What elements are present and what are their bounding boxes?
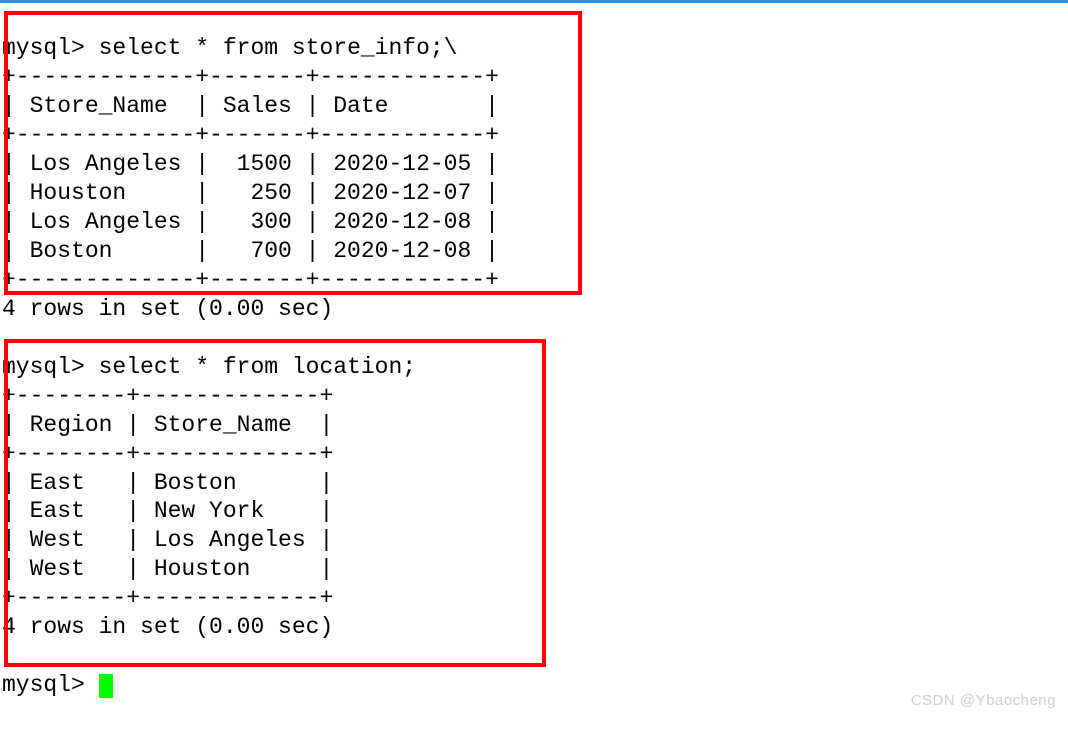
- result1-footer: 4 rows in set (0.00 sec): [2, 296, 333, 322]
- table2-divider-top: +--------+-------------+: [2, 383, 333, 409]
- table2-row: | East | Boston |: [2, 470, 333, 496]
- table1-divider-mid: +-------------+-------+------------+: [2, 122, 499, 148]
- query1-line: mysql> select * from store_info;\: [2, 35, 457, 61]
- table2-header: | Region | Store_Name |: [2, 412, 333, 438]
- terminal-output: mysql> select * from store_info;\ +-----…: [0, 3, 1068, 700]
- query1-text: select * from store_info;\: [99, 35, 458, 61]
- mysql-prompt: mysql>: [2, 35, 99, 61]
- table1-divider-bottom: +-------------+-------+------------+: [2, 267, 499, 293]
- table1-row: | Los Angeles | 300 | 2020-12-08 |: [2, 209, 499, 235]
- query2-text: select * from location;: [99, 354, 416, 380]
- table1-divider-top: +-------------+-------+------------+: [2, 64, 499, 90]
- watermark-text: CSDN @Ybaocheng: [911, 692, 1056, 711]
- table2-row: | West | Houston |: [2, 556, 333, 582]
- table1-header: | Store_Name | Sales | Date |: [2, 93, 499, 119]
- cursor-block: [99, 674, 113, 698]
- final-prompt-line[interactable]: mysql>: [2, 672, 113, 698]
- mysql-prompt: mysql>: [2, 672, 99, 698]
- table1-row: | Boston | 700 | 2020-12-08 |: [2, 238, 499, 264]
- table1-row: | Houston | 250 | 2020-12-07 |: [2, 180, 499, 206]
- table2-row: | West | Los Angeles |: [2, 527, 333, 553]
- table2-divider-mid: +--------+-------------+: [2, 441, 333, 467]
- result2-footer: 4 rows in set (0.00 sec): [2, 614, 333, 640]
- query2-line: mysql> select * from location;: [2, 354, 416, 380]
- table1-row: | Los Angeles | 1500 | 2020-12-05 |: [2, 151, 499, 177]
- table2-row: | East | New York |: [2, 498, 333, 524]
- mysql-prompt: mysql>: [2, 354, 99, 380]
- table2-divider-bottom: +--------+-------------+: [2, 585, 333, 611]
